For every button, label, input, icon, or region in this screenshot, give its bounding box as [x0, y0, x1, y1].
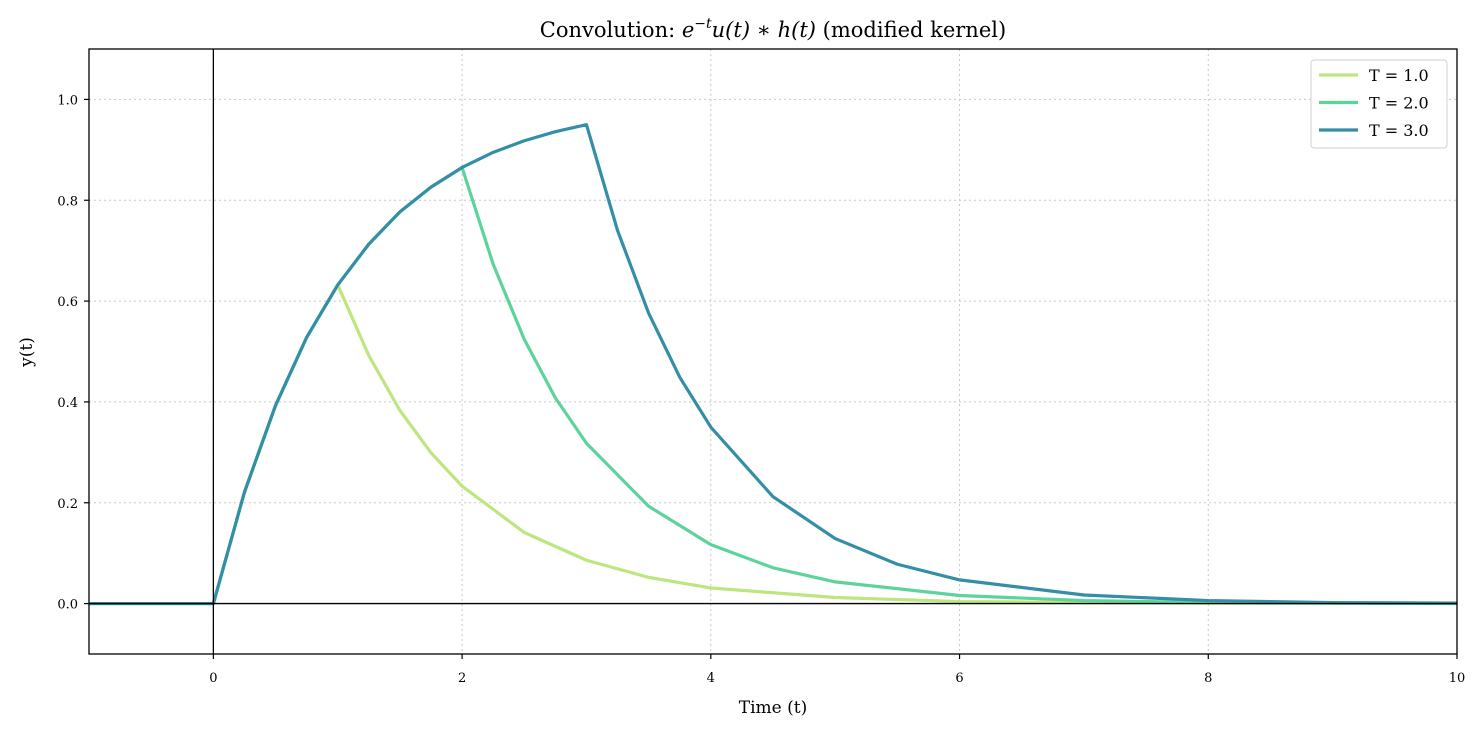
chart-title-math-sup: −t [694, 16, 712, 32]
series-line-1 [89, 283, 1457, 606]
x-axis-label: Time (t) [739, 698, 807, 718]
x-tick-label: 4 [707, 671, 715, 686]
x-tick-label: 2 [458, 671, 466, 686]
y-axis-label: y(t) [17, 337, 37, 368]
chart-title-math-base: e [682, 18, 694, 42]
x-axis-ticks: 0 2 4 6 8 10 [209, 654, 1465, 686]
y-tick-label: 0.4 [57, 396, 78, 411]
series-group [89, 123, 1457, 606]
x-tick-label: 8 [1204, 671, 1212, 686]
series-line-2 [89, 165, 1457, 606]
legend-label: T = 3.0 [1369, 121, 1429, 140]
y-axis-ticks: 0.0 0.2 0.4 0.6 0.8 1.0 [57, 93, 89, 613]
chart-title: Convolution: e−tu(t) ∗ h(t) (modified ke… [540, 16, 1006, 42]
legend: T = 1.0 T = 2.0 T = 3.0 [1310, 59, 1448, 149]
legend-label: T = 1.0 [1369, 66, 1429, 85]
y-tick-label: 0.8 [57, 194, 78, 209]
y-tick-label: 1.0 [57, 93, 78, 108]
y-tick-label: 0.6 [57, 295, 78, 310]
series-line-3 [89, 123, 1457, 606]
chart-title-prefix: Convolution: [540, 18, 682, 42]
x-tick-label: 6 [955, 671, 963, 686]
x-tick-label: 10 [1449, 671, 1466, 686]
chart-title-math-rest: u(t) ∗ h(t) [712, 18, 816, 42]
legend-label: T = 2.0 [1369, 94, 1429, 113]
legend-box [1310, 59, 1448, 149]
grid [89, 49, 1457, 654]
axes [88, 48, 1458, 655]
plot-frame [88, 48, 1458, 655]
y-tick-label: 0.2 [57, 497, 78, 512]
chart-title-suffix: (modified kernel) [816, 18, 1006, 42]
x-tick-label: 0 [209, 671, 217, 686]
y-tick-label: 0.0 [57, 598, 78, 613]
